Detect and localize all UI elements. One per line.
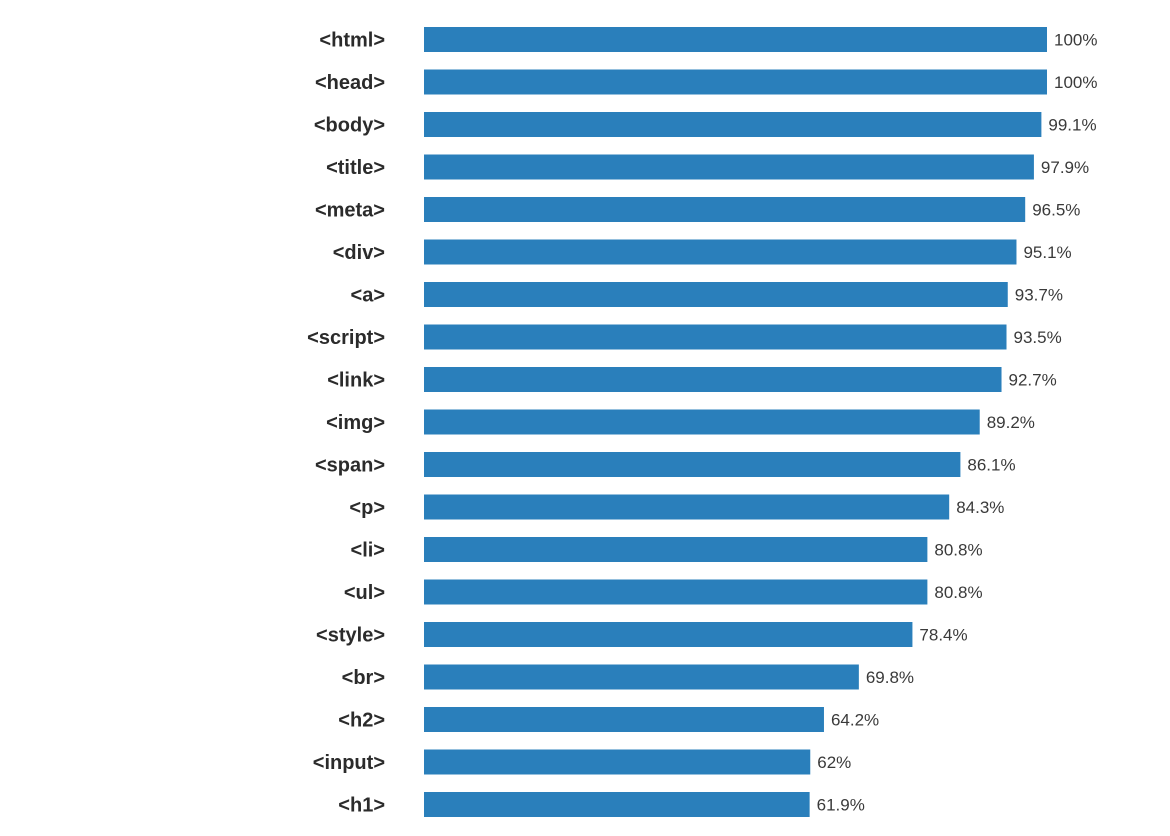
value-label: 97.9% (1041, 158, 1089, 177)
value-labels-group: 100% 100% 99.1% 97.9% 96.5% 95.1% 93.7% 93.5% 92… (817, 31, 1098, 815)
bar (424, 622, 913, 647)
value-label: 64.2% (831, 711, 879, 730)
value-label: 100% (1054, 31, 1097, 50)
bar (424, 452, 961, 477)
value-label: 89.2% (987, 413, 1035, 432)
category-label: <input> (313, 752, 385, 774)
bar (424, 197, 1026, 222)
value-label: 93.5% (1014, 328, 1062, 347)
value-label: 69.8% (866, 668, 914, 687)
category-label: <meta> (315, 200, 385, 222)
value-label: 84.3% (956, 498, 1004, 517)
value-label: 95.1% (1023, 243, 1071, 262)
value-label: 86.1% (967, 456, 1015, 475)
bars-group (424, 27, 1047, 817)
bar (424, 579, 928, 605)
bar (424, 324, 1007, 350)
category-label: <div> (333, 242, 385, 264)
value-label: 96.5% (1032, 201, 1080, 220)
category-label: <p> (349, 497, 385, 519)
value-label: 62% (817, 753, 851, 772)
value-label: 80.8% (934, 583, 982, 602)
bar (424, 112, 1042, 137)
bar (424, 154, 1034, 180)
value-label: 100% (1054, 73, 1097, 92)
category-label: <style> (316, 625, 385, 647)
category-label: <li> (351, 540, 385, 562)
bar (424, 792, 810, 817)
bar (424, 537, 928, 562)
bar (424, 367, 1002, 392)
value-label: 93.7% (1015, 286, 1063, 305)
bar (424, 282, 1008, 307)
value-label: 78.4% (919, 626, 967, 645)
bar (424, 664, 859, 690)
category-label: <link> (327, 370, 385, 392)
bar (424, 707, 824, 732)
value-label: 99.1% (1048, 116, 1096, 135)
value-label: 92.7% (1009, 371, 1057, 390)
bar (424, 409, 980, 435)
category-label: <html> (319, 30, 385, 52)
category-label: <br> (342, 667, 385, 689)
bar (424, 494, 950, 520)
category-label: <img> (326, 412, 385, 434)
category-label: <script> (307, 327, 385, 349)
category-label: <body> (314, 115, 385, 137)
category-label: <h1> (338, 795, 385, 817)
bar (424, 749, 811, 775)
bar (424, 69, 1047, 95)
bar (424, 239, 1017, 265)
category-label: <a> (351, 285, 385, 307)
category-label: <title> (326, 157, 385, 179)
value-label: 61.9% (817, 796, 865, 815)
value-label: 80.8% (934, 541, 982, 560)
category-label: <span> (315, 455, 385, 477)
category-label: <h2> (338, 710, 385, 732)
bar (424, 27, 1047, 52)
category-label: <ul> (344, 582, 385, 604)
category-labels-group: <html> <head> <body> <title> <meta> <div> <a> <… (307, 30, 385, 817)
category-label: <head> (315, 72, 385, 94)
